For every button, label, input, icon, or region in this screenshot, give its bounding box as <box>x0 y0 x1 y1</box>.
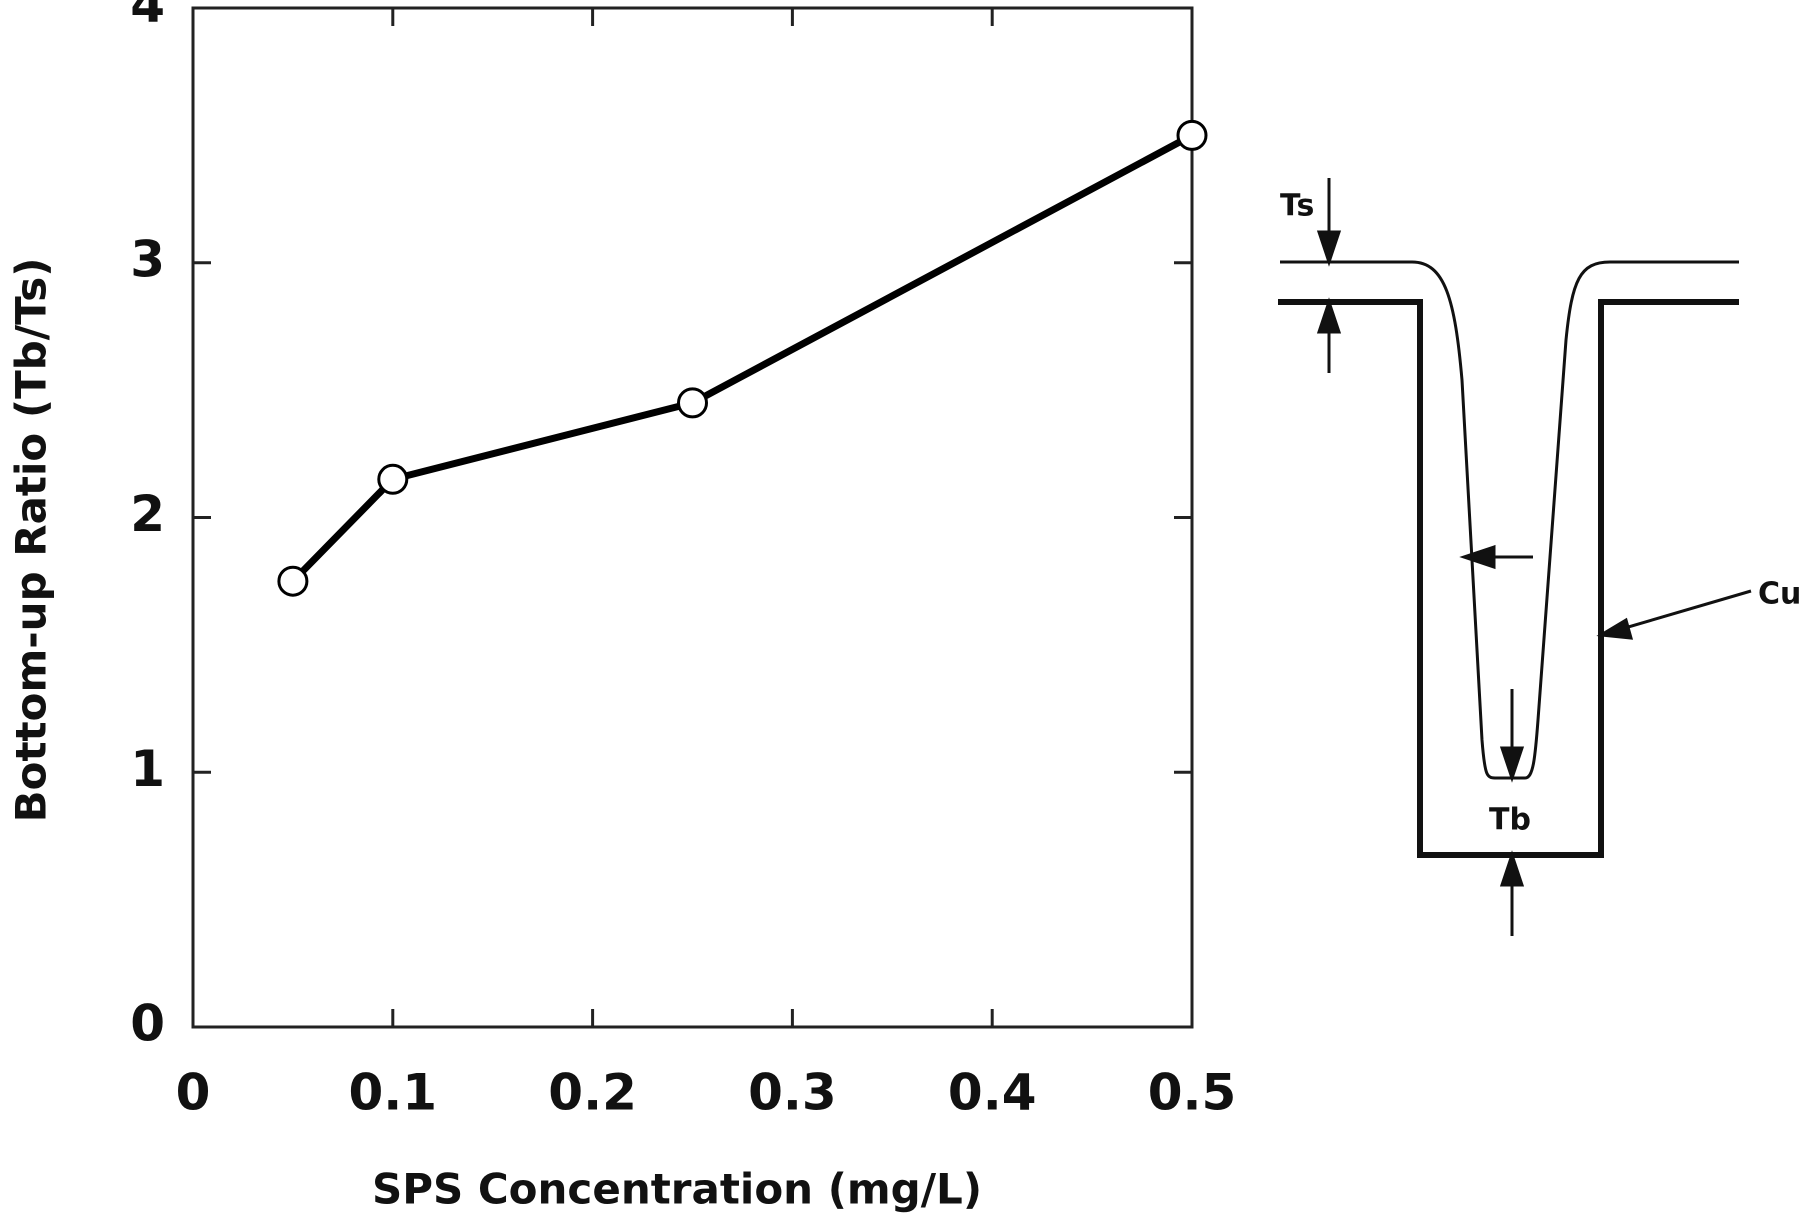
x-tick-label: 0.1 <box>349 1064 438 1122</box>
y-axis-label: Bottom-up Ratio (Tb/Ts) <box>7 258 56 823</box>
data-line <box>290 132 1194 584</box>
x-tick-label: 0 <box>176 1064 211 1122</box>
ts-label: Ts <box>1280 189 1314 224</box>
y-tick-label: 3 <box>130 230 165 288</box>
tb-label: Tb <box>1489 803 1531 838</box>
arrow-head <box>1459 544 1496 570</box>
data-point <box>677 387 708 419</box>
arrow-head <box>1316 297 1342 334</box>
cu-label: Cu <box>1758 577 1800 612</box>
y-tick-label: 4 <box>130 0 165 34</box>
x-tick-label: 0.4 <box>948 1064 1037 1122</box>
y-tick-label: 2 <box>130 485 165 543</box>
x-tick-label: 0.5 <box>1148 1064 1237 1122</box>
trench-diagram <box>1278 178 1752 936</box>
arrow-head <box>1499 746 1525 783</box>
cu-surface <box>1280 260 1739 780</box>
x-tick-label: 0.2 <box>548 1064 637 1122</box>
arrow-head <box>1499 850 1525 887</box>
y-tick-label: 1 <box>130 740 165 798</box>
arrow-head <box>1596 617 1634 640</box>
y-tick-label: 0 <box>130 995 165 1053</box>
plot-frame <box>191 6 1194 1029</box>
data-point <box>377 463 409 495</box>
arrow-head <box>1316 230 1342 267</box>
x-axis-label: SPS Concentration (mg/L) <box>372 1165 982 1214</box>
x-tick-label: 0.3 <box>748 1064 837 1122</box>
data-point <box>1176 119 1208 151</box>
data-point <box>277 565 309 597</box>
